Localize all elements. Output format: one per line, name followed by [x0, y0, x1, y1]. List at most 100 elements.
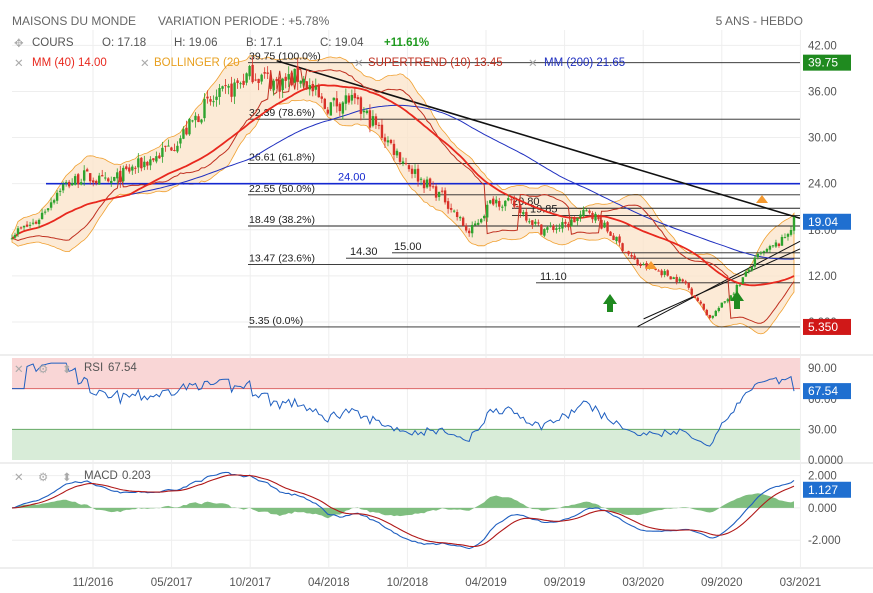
- candle-body: [239, 83, 242, 85]
- candle-body: [233, 82, 236, 97]
- close-icon[interactable]: ✕: [528, 58, 538, 70]
- candle-body: [522, 212, 525, 215]
- candle-body: [558, 227, 561, 229]
- settings-icon[interactable]: ⚙: [38, 364, 49, 376]
- rsi-y-tick: 0.0000: [808, 455, 843, 467]
- candle-body: [194, 115, 197, 121]
- candle-body: [158, 155, 161, 159]
- candle-body: [347, 95, 351, 103]
- open-value: O: 17.18: [102, 37, 147, 49]
- candle-body: [561, 222, 564, 229]
- candle-body: [236, 80, 239, 84]
- uptrend-line: [643, 248, 801, 320]
- candle-body: [203, 99, 206, 119]
- candle-body: [272, 80, 275, 91]
- candle-body: [543, 229, 546, 236]
- macd-tag-label: 1.127: [808, 483, 838, 497]
- candle-body: [696, 297, 699, 302]
- price-tag-label: 39.75: [808, 56, 838, 70]
- candle-body: [212, 101, 215, 103]
- candle-body: [34, 221, 38, 224]
- fibonacci-label: 13.47 (23.6%): [249, 253, 315, 265]
- candle-body: [308, 85, 311, 90]
- buy-arrow-icon: [730, 291, 744, 309]
- candle-body: [104, 177, 107, 179]
- candle-body: [314, 86, 317, 90]
- candle-body: [122, 167, 125, 182]
- candle-body: [750, 266, 754, 271]
- supertrend-legend: SUPERTREND (10) 13.45: [368, 57, 503, 69]
- candle-body: [185, 127, 188, 135]
- candle-body: [675, 276, 678, 283]
- candle-body: [492, 198, 495, 205]
- candle-body: [341, 102, 345, 114]
- close-icon[interactable]: ✕: [14, 364, 24, 376]
- candle-body: [326, 109, 330, 114]
- x-tick-label: 04/2019: [465, 577, 507, 589]
- header: MAISONS DU MONDE VARIATION PERIODE : +5.…: [0, 0, 873, 30]
- rsi-y-tick: 30.00: [808, 424, 837, 436]
- candle-body: [152, 158, 155, 161]
- candle-body: [516, 206, 519, 208]
- candle-body: [335, 98, 339, 107]
- candle-body: [567, 223, 570, 228]
- level-label: 15.00: [394, 241, 422, 253]
- candle-body: [780, 236, 784, 246]
- candle-body: [666, 270, 669, 276]
- x-tick-label: 09/2020: [701, 577, 743, 589]
- candle-body: [359, 97, 363, 114]
- candle-body: [37, 219, 41, 224]
- candle-body: [392, 143, 396, 155]
- close-icon[interactable]: ✕: [354, 58, 364, 70]
- candle-body: [10, 238, 14, 240]
- signal-marker-icon: [756, 195, 768, 203]
- close-icon[interactable]: ✕: [14, 472, 24, 484]
- move-icon[interactable]: ✥: [14, 38, 24, 50]
- candle-body: [305, 81, 308, 90]
- macd-signal-line: [11, 474, 795, 548]
- candle-body: [386, 140, 390, 143]
- period-selector[interactable]: 5 ANS - HEBDO: [715, 14, 803, 28]
- candle-body: [134, 167, 137, 169]
- candle-body: [495, 199, 498, 204]
- candle-body: [735, 285, 739, 295]
- candle-body: [28, 224, 32, 226]
- candle-body: [657, 270, 660, 272]
- candle-body: [55, 192, 59, 201]
- candle-body: [131, 166, 134, 171]
- y-tick-label: 12.00: [808, 271, 837, 283]
- candle-body: [476, 222, 480, 225]
- candle-body: [483, 215, 486, 219]
- candle-body: [221, 86, 224, 89]
- macd-y-tick: 2.000: [808, 471, 837, 483]
- low-value: B: 17.1: [246, 37, 283, 49]
- close-value: C: 19.04: [320, 37, 364, 49]
- move-icon[interactable]: ⬍: [62, 472, 72, 484]
- settings-icon[interactable]: ⚙: [38, 472, 49, 484]
- macd-histogram: [12, 493, 794, 519]
- candle-body: [498, 200, 501, 207]
- level-label: 24.00: [338, 172, 366, 184]
- close-icon[interactable]: ✕: [14, 58, 24, 70]
- candle-body: [519, 205, 522, 214]
- candles: [10, 56, 796, 320]
- candle-body: [786, 234, 790, 237]
- candle-body: [603, 222, 606, 228]
- candle-body: [116, 172, 119, 179]
- candle-body: [371, 116, 375, 126]
- candle-body: [113, 176, 116, 181]
- macd-value: 0.203: [122, 470, 151, 482]
- candle-body: [275, 78, 278, 82]
- y-tick-label: 42.00: [808, 40, 837, 52]
- candle-body: [771, 245, 775, 247]
- move-icon[interactable]: ⬍: [62, 364, 72, 376]
- candle-body: [85, 169, 89, 172]
- candle-body: [356, 97, 360, 100]
- candle-body: [591, 213, 594, 220]
- candle-body: [164, 145, 167, 147]
- candle-body: [254, 79, 257, 81]
- candle-body: [293, 68, 296, 83]
- candle-body: [792, 216, 796, 231]
- candle-body: [729, 295, 733, 300]
- close-icon[interactable]: ✕: [140, 58, 150, 70]
